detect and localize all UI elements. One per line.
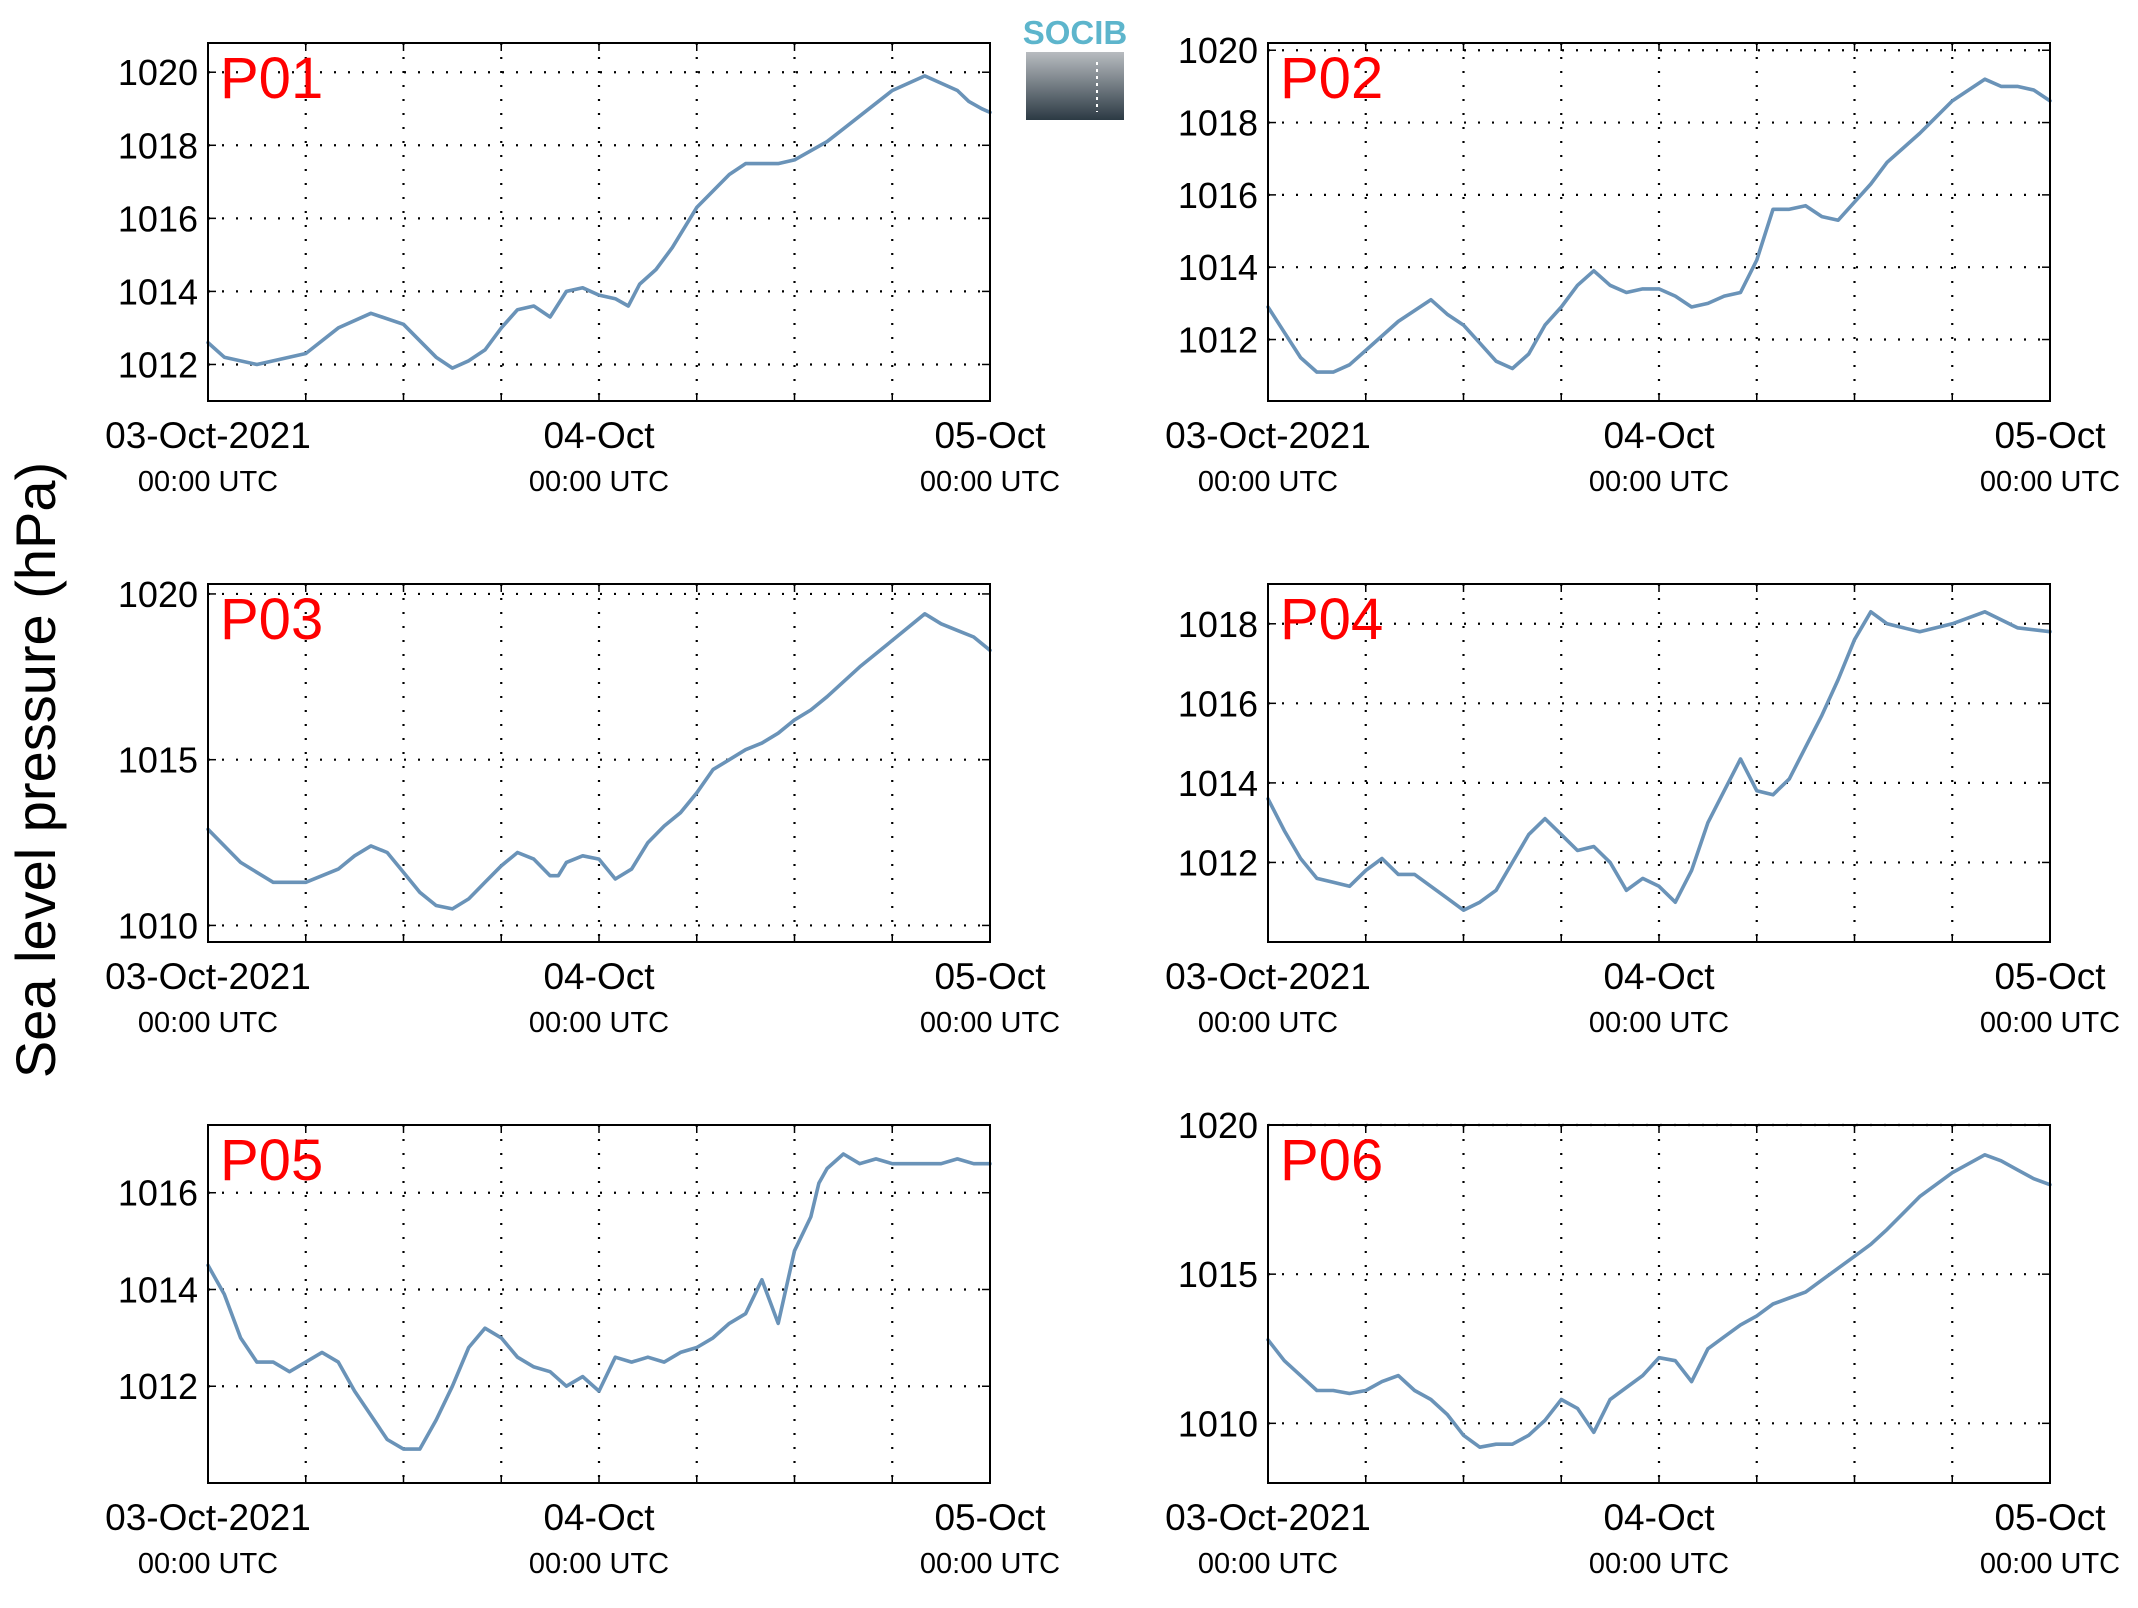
y-tick-label: 1010 (118, 905, 198, 946)
y-tick-label: 1018 (1178, 604, 1258, 645)
x-tick-sublabel: 00:00 UTC (138, 1548, 278, 1580)
y-tick-label: 1012 (1178, 842, 1258, 883)
y-tick-label: 1020 (1178, 30, 1258, 71)
x-tick-label: 04-Oct (1603, 415, 1715, 456)
panel-tag: P03 (220, 587, 323, 652)
x-tick-label: 05-Oct (1994, 1497, 2106, 1538)
panels: 1012 1014 1016 1018 1020 03-Oct-2021 00:00 UTC… (105, 30, 2120, 1580)
x-tick-sublabel: 00:00 UTC (1198, 1548, 1338, 1580)
y-tick-label: 1010 (1178, 1403, 1258, 1444)
logo-text: SOCIB (1023, 14, 1128, 51)
x-tick-label: 04-Oct (1603, 1497, 1715, 1538)
series-line-p06 (1266, 1153, 2052, 1449)
x-tick-sublabel: 00:00 UTC (138, 1007, 278, 1039)
y-axis-label: Sea level pressure (hPa) (4, 462, 67, 1078)
x-tick-sublabel: 00:00 UTC (138, 466, 278, 498)
panel-p02: 1012 1014 1016 1018 1020 03-Oct-2021 00:00 UTC… (1165, 30, 2120, 498)
x-tick-sublabel: 00:00 UTC (529, 1007, 669, 1039)
panel-p06: 1010 1015 1020 03-Oct-2021 00:00 UTC 04-Oct 00… (1165, 1105, 2120, 1580)
x-tick-label: 04-Oct (543, 415, 655, 456)
x-tick-label: 03-Oct-2021 (1165, 956, 1371, 997)
x-tick-sublabel: 00:00 UTC (920, 466, 1060, 498)
y-tick-label: 1016 (1178, 683, 1258, 724)
x-tick-label: 03-Oct-2021 (1165, 1497, 1371, 1538)
x-tick-label: 03-Oct-2021 (105, 1497, 311, 1538)
axes-frame (207, 583, 991, 943)
y-tick-label: 1016 (118, 1173, 198, 1214)
series-line-p04 (1266, 609, 2052, 913)
x-tick-sublabel: 00:00 UTC (1589, 1007, 1729, 1039)
series-line-p05 (206, 1152, 992, 1451)
x-tick-label: 05-Oct (934, 415, 1046, 456)
logo-mark (1026, 52, 1124, 120)
y-tick-label: 1014 (1178, 247, 1258, 288)
x-tick-sublabel: 00:00 UTC (920, 1007, 1060, 1039)
x-tick-sublabel: 00:00 UTC (1980, 1548, 2120, 1580)
panel-tag: P05 (220, 1128, 323, 1193)
socib-logo: SOCIB (1023, 14, 1128, 120)
axes-frame (1267, 1124, 2051, 1484)
panel-p01: 1012 1014 1016 1018 1020 03-Oct-2021 00:00 UTC… (105, 42, 1060, 498)
x-tick-sublabel: 00:00 UTC (1980, 466, 2120, 498)
axes-frame (207, 1124, 991, 1484)
y-tick-label: 1015 (118, 740, 198, 781)
x-tick-label: 04-Oct (543, 956, 655, 997)
panel-tag: P04 (1280, 587, 1383, 652)
x-tick-sublabel: 00:00 UTC (529, 466, 669, 498)
y-tick-label: 1012 (1178, 320, 1258, 361)
x-tick-sublabel: 00:00 UTC (1589, 466, 1729, 498)
x-tick-sublabel: 00:00 UTC (529, 1548, 669, 1580)
x-tick-label: 05-Oct (1994, 956, 2106, 997)
x-tick-label: 03-Oct-2021 (105, 956, 311, 997)
y-tick-label: 1012 (118, 1366, 198, 1407)
y-tick-label: 1014 (118, 271, 198, 312)
panel-tag: P02 (1280, 46, 1383, 111)
x-tick-label: 05-Oct (1994, 415, 2106, 456)
panel-tag: P01 (220, 46, 323, 111)
y-tick-label: 1016 (118, 198, 198, 239)
x-tick-sublabel: 00:00 UTC (1980, 1007, 2120, 1039)
x-tick-sublabel: 00:00 UTC (920, 1548, 1060, 1580)
x-tick-label: 05-Oct (934, 1497, 1046, 1538)
y-tick-label: 1020 (118, 574, 198, 615)
y-tick-label: 1016 (1178, 175, 1258, 216)
x-tick-label: 04-Oct (1603, 956, 1715, 997)
y-tick-label: 1015 (1178, 1254, 1258, 1295)
axes-frame (1267, 42, 2051, 402)
y-tick-label: 1014 (118, 1269, 198, 1310)
x-tick-sublabel: 00:00 UTC (1589, 1548, 1729, 1580)
x-tick-label: 05-Oct (934, 956, 1046, 997)
series-line-p03 (206, 611, 992, 911)
y-tick-label: 1020 (1178, 1105, 1258, 1146)
panel-p03: 1010 1015 1020 03-Oct-2021 00:00 UTC 04-Oct 00… (105, 574, 1060, 1039)
panel-p05: 1012 1014 1016 03-Oct-2021 00:00 UTC 04-Oct 00… (105, 1124, 1060, 1580)
y-tick-label: 1018 (118, 125, 198, 166)
panel-tag: P06 (1280, 1128, 1383, 1193)
y-tick-label: 1018 (1178, 103, 1258, 144)
panel-p04: 1012 1014 1016 1018 03-Oct-2021 00:00 UTC 04-O… (1165, 583, 2120, 1039)
x-tick-label: 03-Oct-2021 (1165, 415, 1371, 456)
x-tick-sublabel: 00:00 UTC (1198, 466, 1338, 498)
x-tick-sublabel: 00:00 UTC (1198, 1007, 1338, 1039)
y-tick-label: 1012 (118, 344, 198, 385)
y-tick-label: 1014 (1178, 763, 1258, 804)
axes-frame (207, 42, 991, 402)
series-line-p01 (206, 74, 992, 370)
y-tick-label: 1020 (118, 52, 198, 93)
axes-frame (1267, 583, 2051, 943)
x-tick-label: 04-Oct (543, 1497, 655, 1538)
series-line-p02 (1266, 77, 2052, 374)
x-tick-label: 03-Oct-2021 (105, 415, 311, 456)
